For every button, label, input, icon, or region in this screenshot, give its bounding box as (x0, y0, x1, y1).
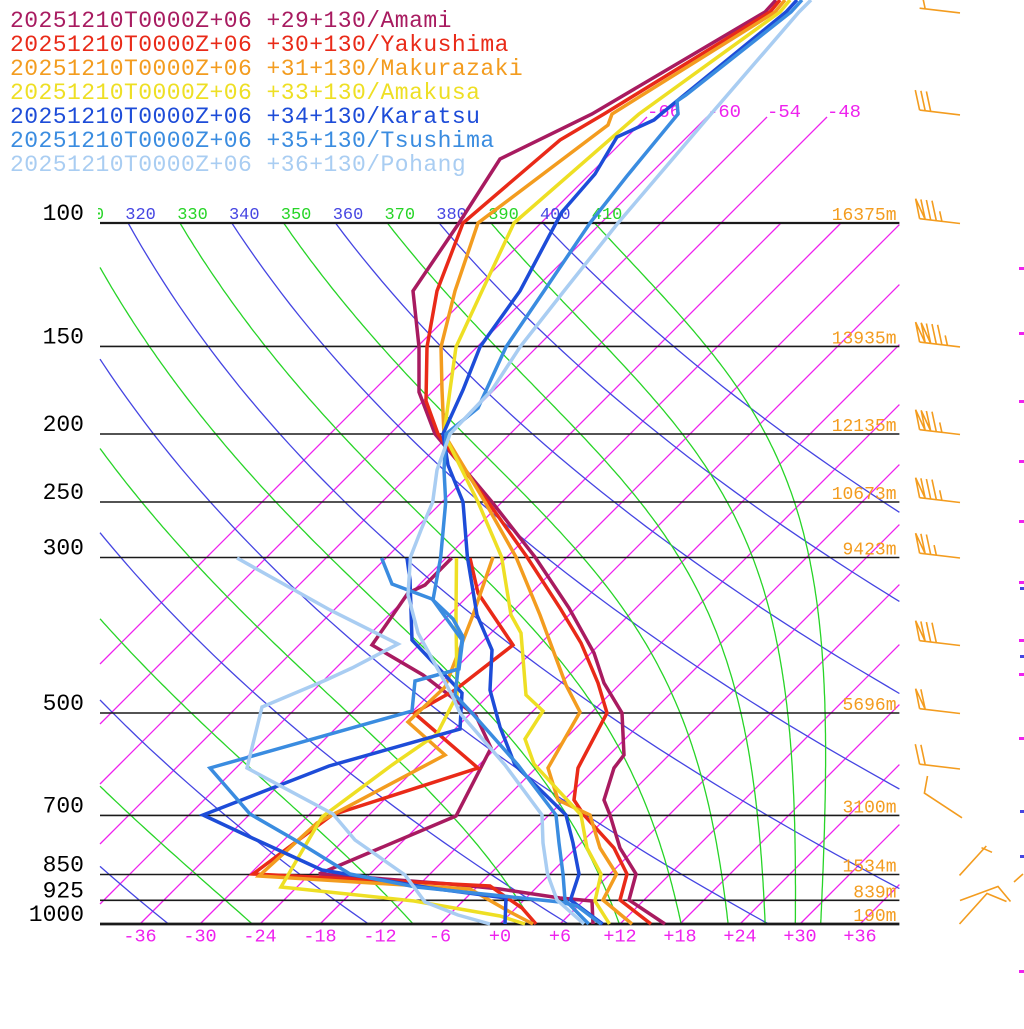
svg-text:500: 500 (43, 691, 84, 717)
svg-text:5696m: 5696m (842, 696, 896, 716)
svg-text:20251210T0000Z+06 +31+130/Maku: 20251210T0000Z+06 +31+130/Makurazaki (10, 56, 523, 82)
svg-text:1534m: 1534m (842, 858, 896, 878)
svg-text:-12: -12 (363, 927, 396, 948)
svg-text:+24: +24 (723, 927, 756, 948)
svg-text:350: 350 (281, 206, 312, 225)
svg-text:370: 370 (384, 206, 415, 225)
svg-text:100: 100 (43, 201, 84, 227)
svg-text:-36: -36 (123, 927, 156, 948)
svg-text:+36: +36 (843, 927, 876, 948)
svg-text:-6: -6 (429, 927, 451, 948)
svg-text:+12: +12 (603, 927, 636, 948)
svg-text:310: 310 (73, 206, 104, 225)
svg-text:12135m: 12135m (832, 417, 897, 437)
svg-text:-24: -24 (243, 927, 276, 948)
svg-text:850: 850 (43, 853, 84, 879)
svg-text:10673m: 10673m (832, 485, 897, 505)
svg-text:20251210T0000Z+06 +30+130/Yaku: 20251210T0000Z+06 +30+130/Yakushima (10, 32, 509, 58)
svg-text:250: 250 (43, 480, 84, 506)
svg-text:839m: 839m (853, 883, 896, 903)
svg-text:+30: +30 (783, 927, 816, 948)
svg-text:-48: -48 (827, 101, 861, 123)
svg-text:200: 200 (43, 412, 84, 438)
svg-text:13935m: 13935m (832, 329, 897, 349)
svg-text:20251210T0000Z+06 +35+130/Tsus: 20251210T0000Z+06 +35+130/Tsushima (10, 128, 495, 154)
svg-text:330: 330 (177, 206, 208, 225)
svg-text:+0: +0 (489, 927, 511, 948)
svg-text:190m: 190m (853, 907, 896, 927)
svg-text:-18: -18 (303, 927, 336, 948)
svg-text:+6: +6 (549, 927, 571, 948)
svg-text:+18: +18 (663, 927, 696, 948)
svg-text:3100m: 3100m (842, 798, 896, 818)
svg-text:9423m: 9423m (842, 541, 896, 561)
svg-text:20251210T0000Z+06 +34+130/Kara: 20251210T0000Z+06 +34+130/Karatsu (10, 104, 480, 130)
svg-text:700: 700 (43, 793, 84, 819)
svg-text:300: 300 (43, 536, 84, 562)
svg-text:360: 360 (333, 206, 364, 225)
svg-text:320: 320 (125, 206, 156, 225)
svg-text:20251210T0000Z+06 +36+130/Poha: 20251210T0000Z+06 +36+130/Pohang (10, 152, 466, 178)
svg-text:20251210T0000Z+06 +29+130/Amam: 20251210T0000Z+06 +29+130/Amami (10, 8, 452, 34)
svg-text:150: 150 (43, 324, 84, 350)
svg-text:340: 340 (229, 206, 260, 225)
svg-text:-54: -54 (767, 101, 801, 123)
svg-text:1000: 1000 (29, 902, 84, 928)
svg-text:16375m: 16375m (832, 206, 897, 226)
svg-text:20251210T0000Z+06 +33+130/Amak: 20251210T0000Z+06 +33+130/Amakusa (10, 80, 480, 106)
svg-text:925: 925 (43, 878, 84, 904)
svg-text:-30: -30 (183, 927, 216, 948)
